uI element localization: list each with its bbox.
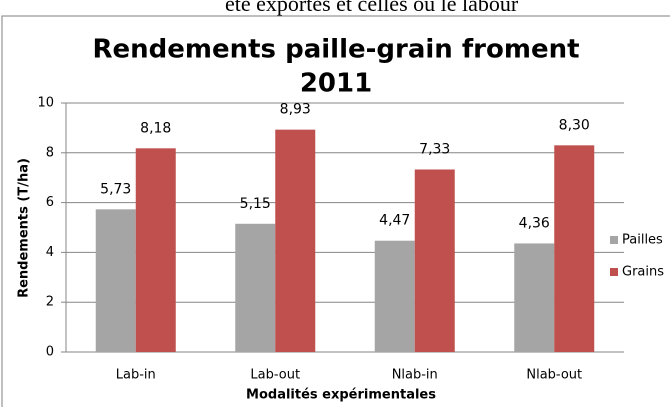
x-tick-label: Lab-out — [250, 368, 300, 383]
legend-swatch — [610, 268, 618, 276]
y-tick-label: 4 — [46, 245, 54, 260]
y-tick-label: 10 — [37, 96, 54, 111]
chart-title: Rendements paille-grain froment — [92, 35, 579, 65]
bar — [414, 169, 455, 352]
bar — [95, 209, 136, 352]
bar — [275, 129, 316, 352]
y-tick-label: 8 — [46, 145, 54, 160]
bar — [235, 223, 276, 352]
data-label: 4,47 — [379, 213, 410, 229]
header-text: été exportés et celles où le labour — [225, 0, 519, 16]
legend-label: Pailles — [622, 233, 663, 248]
legend-swatch — [610, 236, 618, 244]
x-tick-label: Nlab-out — [526, 368, 582, 383]
bar — [374, 240, 415, 352]
data-label: 5,73 — [100, 181, 131, 197]
data-label: 8,93 — [280, 102, 311, 118]
chart-title: 2011 — [300, 69, 372, 99]
data-label: 4,36 — [519, 215, 550, 231]
bar — [514, 243, 555, 352]
legend-label: Grains — [622, 265, 664, 280]
x-tick-label: Lab-in — [116, 368, 156, 383]
bar — [135, 148, 176, 352]
y-tick-label: 2 — [46, 295, 54, 310]
y-tick-label: 0 — [46, 345, 54, 360]
x-tick-label: Nlab-in — [392, 368, 438, 383]
data-label: 5,15 — [240, 196, 271, 212]
data-label: 7,33 — [419, 141, 450, 157]
y-axis-label: Rendements (T/ha) — [17, 158, 32, 298]
data-label: 8,18 — [140, 120, 171, 136]
y-tick-label: 6 — [46, 195, 54, 210]
x-axis-label: Modalités expérimentales — [246, 388, 436, 403]
data-label: 8,30 — [559, 117, 590, 133]
bar — [554, 145, 595, 352]
